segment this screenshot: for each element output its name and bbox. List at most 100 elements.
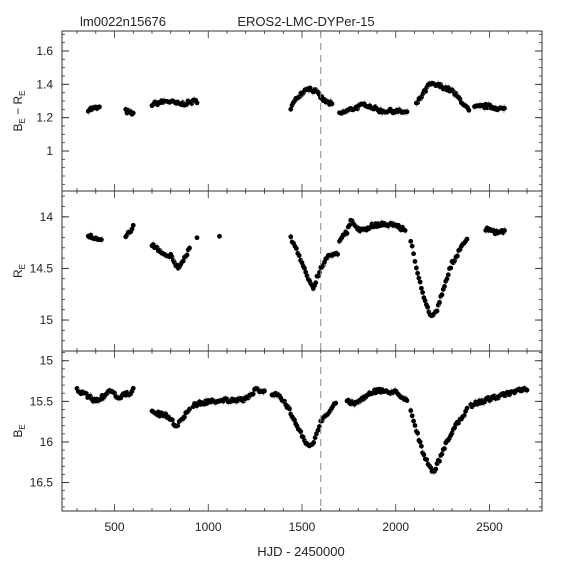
x-tick-label: 1500 xyxy=(289,520,316,534)
data-point xyxy=(439,451,445,457)
data-point xyxy=(130,110,136,116)
data-point xyxy=(315,427,321,433)
data-point xyxy=(409,243,415,249)
panel-B: 15 15.5 16 16.5 BE xyxy=(11,350,543,512)
data-point xyxy=(415,430,421,436)
panels-group: 1.6 1.4 1.2 1 BE − RE 14 14.5 15 RE 15 15.5 16 16.5 B… xyxy=(11,30,543,512)
x-tick-label: 2500 xyxy=(476,520,503,534)
data-point xyxy=(184,252,190,258)
data-point xyxy=(298,429,304,435)
panel-R: 14 14.5 15 RE xyxy=(11,190,543,352)
object-id-label: lm0022n15676 xyxy=(80,14,166,29)
data-point xyxy=(182,414,187,420)
data-point xyxy=(433,466,439,472)
data-point xyxy=(187,406,192,412)
y-axis-label: BE xyxy=(11,424,27,437)
y-tick-label: 1.6 xyxy=(36,44,53,58)
y-tick-label: 1 xyxy=(46,144,53,158)
data-point xyxy=(420,290,426,295)
panel-color: 1.6 1.4 1.2 1 BE − RE xyxy=(11,30,543,192)
data-point xyxy=(296,253,302,258)
data-point xyxy=(442,284,447,289)
data-point xyxy=(411,251,416,257)
data-point xyxy=(329,101,335,107)
data-point xyxy=(502,105,507,111)
y-tick-label: 16 xyxy=(40,435,54,449)
y-tick-label: 15.5 xyxy=(30,394,54,408)
data-point xyxy=(445,272,451,278)
data-point xyxy=(180,258,186,264)
y-axis-label: RE xyxy=(11,264,27,278)
y-tick-label: 16.5 xyxy=(30,476,54,490)
data-point xyxy=(411,418,416,424)
y-tick-label: 15 xyxy=(40,313,54,327)
data-point xyxy=(262,388,267,394)
data-point xyxy=(439,292,445,298)
data-point xyxy=(524,387,530,393)
x-tick-label: 500 xyxy=(104,520,124,534)
data-point xyxy=(464,405,470,411)
y-tick-label: 14 xyxy=(40,210,54,224)
data-point xyxy=(424,457,430,463)
data-point xyxy=(418,443,424,449)
data-point xyxy=(287,406,292,412)
data-point xyxy=(437,299,442,305)
series-B xyxy=(74,384,530,476)
data-point xyxy=(98,237,104,243)
data-point xyxy=(169,417,175,423)
data-point xyxy=(217,233,222,239)
data-point xyxy=(423,89,428,94)
series-R xyxy=(85,217,507,319)
data-point xyxy=(194,100,200,106)
x-axis: 500 1000 1500 2000 2500 xyxy=(104,520,503,534)
y-tick-label: 1.4 xyxy=(36,77,53,91)
data-point xyxy=(83,391,89,396)
data-point xyxy=(335,251,341,257)
data-point xyxy=(464,236,470,242)
data-point xyxy=(187,245,192,251)
x-tick-label: 1000 xyxy=(195,520,222,534)
data-point xyxy=(344,230,350,236)
data-point xyxy=(194,235,200,241)
data-point xyxy=(502,228,507,233)
data-point xyxy=(412,259,418,264)
series-color xyxy=(85,80,507,117)
data-point xyxy=(417,279,423,285)
data-point xyxy=(434,308,440,314)
y-axis-label: BE − RE xyxy=(11,90,27,131)
data-point xyxy=(408,408,414,413)
data-point xyxy=(408,238,414,244)
data-point xyxy=(413,265,419,271)
data-point xyxy=(402,227,408,233)
chart-title: EROS2-LMC-DYPer-15 xyxy=(237,14,374,29)
data-point xyxy=(421,452,427,458)
data-point xyxy=(425,304,431,310)
data-point xyxy=(347,222,352,228)
data-point xyxy=(404,398,410,403)
data-point xyxy=(130,222,136,228)
data-point xyxy=(293,246,299,251)
data-point xyxy=(415,270,421,276)
data-point xyxy=(409,413,415,419)
data-point xyxy=(437,458,442,464)
y-tick-label: 1.2 xyxy=(36,111,53,125)
data-point xyxy=(292,417,297,423)
data-point xyxy=(130,385,136,391)
y-tick-label: 15 xyxy=(40,354,54,368)
data-point xyxy=(302,265,307,271)
panel-frame-R xyxy=(61,190,543,352)
data-point xyxy=(417,439,423,445)
data-point xyxy=(442,446,447,452)
data-point xyxy=(454,253,460,259)
x-axis-label: HJD - 2450000 xyxy=(257,544,344,559)
data-point xyxy=(288,234,294,240)
x-tick-label: 2000 xyxy=(382,520,409,534)
data-point xyxy=(333,400,339,406)
data-point xyxy=(418,285,424,291)
data-point xyxy=(129,226,135,232)
data-point xyxy=(466,107,472,113)
y-tick-label: 14.5 xyxy=(30,261,54,275)
data-point xyxy=(313,280,319,286)
data-point xyxy=(412,423,418,428)
